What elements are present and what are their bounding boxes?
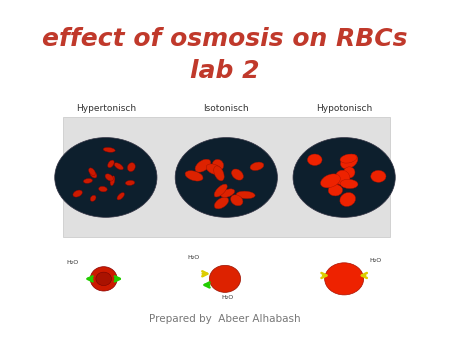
Ellipse shape (73, 190, 82, 197)
Ellipse shape (230, 195, 243, 206)
Circle shape (55, 138, 157, 217)
Text: H₂O: H₂O (188, 255, 200, 260)
Ellipse shape (307, 154, 322, 166)
Circle shape (293, 138, 395, 217)
Ellipse shape (232, 170, 243, 179)
Text: H₂O: H₂O (221, 295, 233, 300)
Ellipse shape (335, 170, 350, 185)
Ellipse shape (103, 147, 115, 152)
Ellipse shape (127, 163, 135, 172)
Ellipse shape (96, 272, 112, 286)
Ellipse shape (209, 265, 241, 292)
Circle shape (175, 138, 277, 217)
Ellipse shape (214, 184, 227, 197)
FancyBboxPatch shape (63, 117, 390, 237)
Ellipse shape (212, 159, 224, 171)
Ellipse shape (185, 171, 203, 181)
Text: H₂O: H₂O (369, 258, 382, 263)
Ellipse shape (340, 154, 357, 163)
Ellipse shape (114, 163, 123, 170)
Ellipse shape (83, 178, 92, 183)
Ellipse shape (117, 193, 124, 200)
Ellipse shape (89, 168, 95, 175)
Ellipse shape (324, 263, 364, 295)
Text: Hypertonisch: Hypertonisch (76, 104, 136, 113)
Ellipse shape (341, 154, 358, 169)
Ellipse shape (214, 197, 229, 209)
Ellipse shape (108, 160, 114, 168)
Ellipse shape (206, 164, 222, 175)
Text: lab 2: lab 2 (190, 59, 260, 83)
Text: H₂O: H₂O (66, 260, 79, 265)
Ellipse shape (90, 171, 97, 178)
Text: Isotonisch: Isotonisch (203, 104, 249, 113)
Ellipse shape (99, 186, 107, 192)
Ellipse shape (236, 191, 255, 199)
Ellipse shape (232, 169, 243, 180)
Ellipse shape (90, 195, 96, 201)
Ellipse shape (214, 166, 224, 181)
Ellipse shape (328, 185, 342, 196)
Ellipse shape (323, 177, 345, 185)
Text: effect of osmosis on RBCs: effect of osmosis on RBCs (42, 27, 408, 51)
Text: Hypotonisch: Hypotonisch (316, 104, 372, 113)
Ellipse shape (105, 174, 113, 181)
Ellipse shape (340, 179, 358, 189)
Ellipse shape (126, 180, 135, 186)
Ellipse shape (90, 267, 117, 291)
Ellipse shape (110, 176, 115, 186)
Ellipse shape (371, 170, 386, 182)
Ellipse shape (220, 189, 234, 197)
Ellipse shape (195, 159, 211, 172)
Ellipse shape (340, 193, 356, 207)
Ellipse shape (250, 162, 264, 170)
Text: Prepared by  Abeer Alhabash: Prepared by Abeer Alhabash (149, 314, 301, 324)
Ellipse shape (320, 174, 340, 188)
Ellipse shape (343, 167, 355, 178)
